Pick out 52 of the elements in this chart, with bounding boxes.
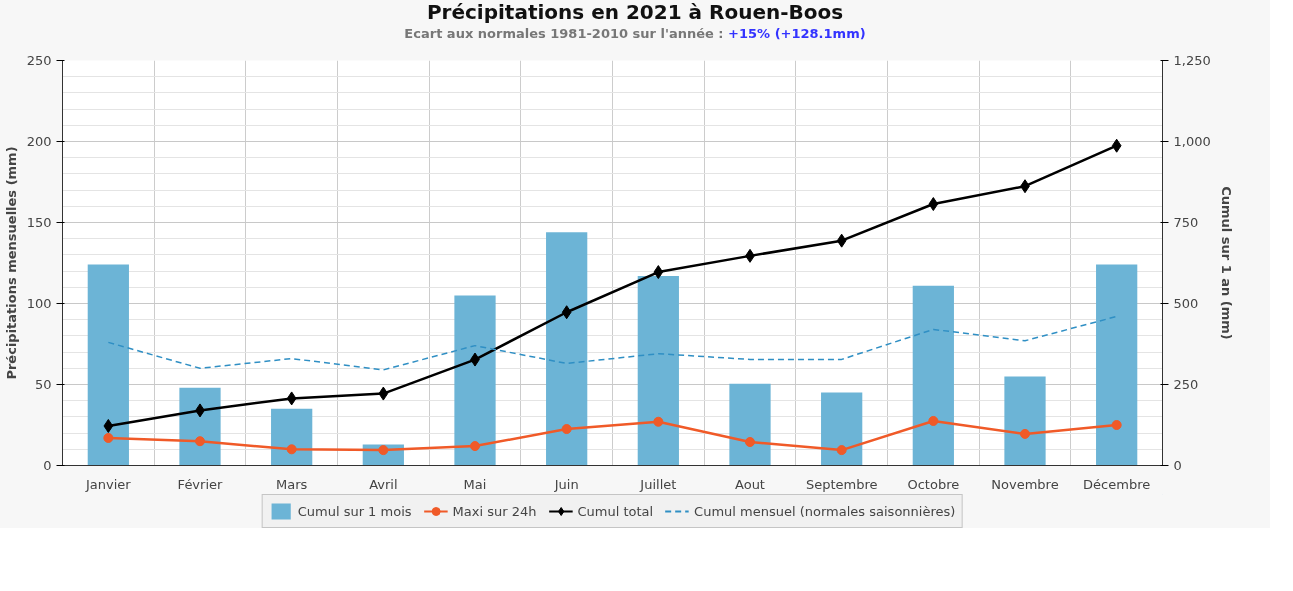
bar — [637, 275, 679, 466]
chart-title: Précipitations en 2021 à Rouen-Boos — [425, 0, 845, 24]
y-tick-label: 200 — [26, 134, 52, 149]
bar — [1096, 264, 1138, 466]
point — [1111, 138, 1122, 153]
point — [286, 391, 297, 406]
point — [836, 233, 847, 248]
x-tick-label: Décembre — [1083, 476, 1151, 492]
y-tick-label: 100 — [26, 296, 52, 311]
point — [928, 197, 939, 212]
text: +15% (+128.1mm) — [728, 26, 866, 41]
legend-label: Cumul total — [577, 503, 654, 519]
y-axis-title: Précipitations mensuelles (mm) — [3, 146, 19, 380]
legend-label: Cumul sur 1 mois — [297, 503, 412, 519]
x-tick-label: Octobre — [907, 476, 960, 492]
point — [653, 265, 664, 280]
x-tick-label: Mai — [463, 476, 487, 492]
y2-tick-label: 750 — [1173, 215, 1199, 230]
y2-tick-label: 1,250 — [1173, 53, 1211, 68]
y2-tick-label: 250 — [1173, 377, 1199, 392]
point — [378, 386, 389, 401]
y2-tick-label: 0 — [1173, 458, 1182, 473]
bar — [729, 383, 771, 466]
y2-tick-label: 1,000 — [1173, 134, 1211, 149]
x-tick-label: Novembre — [991, 476, 1059, 492]
chart-subtitle: Ecart aux normales 1981-2010 sur l'année : — [404, 26, 724, 41]
x-tick-label: Mars — [276, 476, 308, 492]
x-tick-label: Septembre — [805, 476, 878, 492]
bar — [87, 264, 129, 466]
y-tick-label: 50 — [34, 377, 52, 392]
y-tick-label: 250 — [26, 53, 52, 68]
bar — [912, 285, 954, 466]
x-tick-label: Juillet — [639, 476, 677, 492]
bar — [821, 392, 863, 466]
bar — [271, 408, 313, 466]
y-tick-label: 0 — [43, 458, 52, 473]
point — [561, 305, 572, 320]
x-tick-label: Février — [177, 476, 224, 492]
line-series — [107, 315, 1118, 371]
bar — [546, 232, 588, 466]
y2-tick-label: 500 — [1173, 296, 1199, 311]
x-tick-label: Janvier — [84, 476, 132, 492]
legend-label: Maxi sur 24h — [452, 503, 537, 519]
x-tick-label: Juin — [553, 476, 579, 492]
legend-label: Cumul mensuel (normales saisonnières) — [694, 503, 956, 519]
x-tick-label: Avril — [369, 476, 398, 492]
y2-axis-title: Cumul sur 1 an (mm) — [1218, 186, 1234, 340]
bar — [454, 295, 496, 466]
x-tick-label: Aout — [735, 476, 765, 492]
point — [103, 418, 114, 433]
bar — [1004, 376, 1046, 466]
y-tick-label: 150 — [26, 215, 52, 230]
